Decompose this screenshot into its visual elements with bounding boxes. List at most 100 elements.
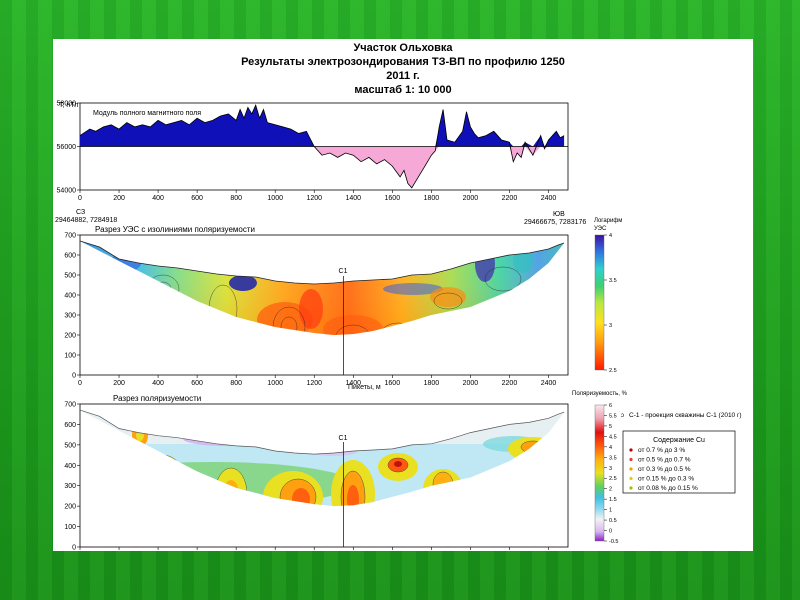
left-direction-label: СЗ [76, 209, 85, 216]
magnetic-y-tick-label: 58000 [57, 101, 77, 108]
resistivity-x-tick-label: 1400 [345, 380, 361, 387]
polarizability-colorbar-tick-label: -0.5 [609, 539, 618, 545]
polarizability-colorbar-tick-label: 4 [609, 445, 612, 451]
magnetic-y-tick-label: 54000 [57, 188, 77, 195]
cu-legend-title: Содержание Cu [653, 437, 705, 444]
title-area-name: Участок Ольховка [353, 42, 453, 54]
resistivity-x-tick-label: 0 [78, 380, 82, 387]
cu-legend-item: от 0.08 % до 0.15 % [638, 485, 698, 492]
magnetic-x-tick-label: 200 [113, 195, 125, 202]
resistivity-x-tick-label: 1800 [424, 380, 440, 387]
slide: Участок Ольховка Результаты электрозонди… [53, 39, 753, 551]
polarizability-y-tick-label: 700 [64, 402, 76, 409]
polarizability-colorbar-tick-label: 5 [609, 424, 612, 430]
figure-svg: Т, нТл Модуль полного магнитного поля 54… [55, 101, 742, 552]
resistivity-y-tick-label: 300 [64, 313, 76, 320]
resistivity-x-tick-label: 2400 [541, 380, 557, 387]
polarizability-colorbar-tick-label: 4.5 [609, 434, 617, 440]
polarizability-colorbar-tick-label: 0.5 [609, 518, 617, 524]
cu-legend-marker [629, 448, 633, 452]
polarizability-colorbar-tick-label: 3 [609, 466, 612, 472]
resistivity-y-ticks: 0 100 200 300 400 500 600 700 [64, 233, 80, 380]
polarizability-y-tick-label: 500 [64, 442, 76, 449]
resistivity-x-tick-label: 1200 [306, 380, 322, 387]
magnetic-x-ticks: 0 200 400 600 800 1000 1200 1400 1600 1800 2000 220… [78, 190, 556, 202]
polarizability-colorbar-tick-label: 3.5 [609, 455, 617, 461]
cu-legend-box [622, 430, 736, 494]
resistivity-xlabel: Пикеты, м [348, 384, 381, 391]
polarizability-colorbar-tick-label: 5.5 [609, 413, 617, 419]
resistivity-x-tick-label: 600 [191, 380, 203, 387]
magnetic-x-tick-label: 1800 [424, 195, 440, 202]
right-coordinates: 29466675, 7283176 [524, 219, 586, 226]
polarizability-colorbar-tick-label: 6 [609, 403, 612, 409]
resistivity-colorbar-tick-label: 4 [609, 233, 612, 239]
polarizability-colorbar-tick-label: 0 [609, 529, 612, 535]
resistivity-borehole-label: С1 [339, 268, 348, 275]
resistivity-x-ticks: 0 200 400 600 800 1000 1200 1400 1600 1800 2000 220… [78, 375, 556, 387]
magnetic-positive-area [80, 105, 565, 147]
polarizability-title: Разрез поляризуемости [113, 394, 201, 403]
resistivity-y-tick-label: 700 [64, 233, 76, 240]
resistivity-x-tick-label: 400 [152, 380, 164, 387]
magnetic-x-tick-label: 400 [152, 195, 164, 202]
resistivity-x-tick-label: 1600 [385, 380, 401, 387]
resistivity-x-tick-label: 800 [230, 380, 242, 387]
polarizability-y-tick-label: 600 [64, 422, 76, 429]
magnetic-y-ticks: 54000 56000 58000 [57, 101, 80, 195]
polarizability-colorbar-tick-label: 2 [609, 487, 612, 493]
polarizability-y-tick-label: 200 [64, 504, 76, 511]
resistivity-y-tick-label: 100 [64, 353, 76, 360]
left-coordinates: 29464882, 7284918 [55, 217, 117, 224]
magnetic-x-tick-label: 1400 [345, 195, 361, 202]
cu-legend-item: от 0.7 % до 3 % [638, 447, 685, 454]
magnetic-x-tick-label: 1200 [306, 195, 322, 202]
title-year: 2011 г. [386, 70, 420, 82]
polarizability-x-ticks: 0200400600800100012001400160018002000220… [79, 547, 549, 550]
resistivity-x-tick-label: 200 [113, 380, 125, 387]
resistivity-colorbar-tick-label: 2.5 [609, 368, 617, 374]
polarizability-colorbar-tick-label: 2.5 [609, 476, 617, 482]
resistivity-panel: СЗ 29464882, 7284918 ЮВ 29466675, 728317… [55, 209, 622, 391]
cu-legend-item: от 0.15 % до 0.3 % [638, 476, 694, 483]
cu-legend-item: от 0.5 % до 0.7 % [638, 457, 691, 464]
borehole-note-marker: ↄ [621, 413, 624, 419]
magnetic-x-tick-label: 2000 [463, 195, 479, 202]
resistivity-colorbar-title-1: Логарифм [594, 218, 622, 224]
magnetic-title: Модуль полного магнитного поля [93, 110, 201, 117]
resistivity-surface-line [79, 240, 565, 285]
title-block: Участок Ольховка Результаты электрозонди… [53, 41, 753, 97]
magnetic-x-tick-label: 1600 [385, 195, 401, 202]
polarizability-colorbar-tick-label: 1 [609, 508, 612, 514]
resistivity-x-tick-label: 1000 [267, 380, 283, 387]
resistivity-colorbar [594, 234, 605, 371]
magnetic-x-tick-label: 0 [78, 195, 82, 202]
cu-legend-marker [629, 457, 633, 462]
polarizability-borehole-label: С1 [339, 435, 348, 442]
resistivity-colorbar-title-2: УЭС [594, 226, 607, 232]
resistivity-colorbar-tick-label: 3 [609, 323, 612, 329]
magnetic-x-tick-label: 2200 [502, 195, 518, 202]
title-survey: Результаты электрозондирования ТЗ-ВП по … [241, 56, 565, 68]
resistivity-x-tick-label: 2200 [502, 380, 518, 387]
polarizability-colorbar-title: Поляризуемость, % [572, 391, 628, 397]
resistivity-title: Разрез УЭС с изолиниями поляризуемости [95, 225, 255, 234]
polarizability-y-tick-label: 0 [72, 545, 76, 552]
cu-legend-items: от 0.7 % до 3 % от 0.5 % до 0.7 % от 0.3 %… [629, 447, 698, 492]
magnetic-ylabel: Т, нТл [59, 102, 78, 109]
resistivity-y-tick-label: 400 [64, 293, 76, 300]
magnetic-panel: Т, нТл Модуль полного магнитного поля 54… [57, 101, 569, 202]
polarizability-y-tick-label: 100 [64, 524, 76, 531]
borehole-note: С-1 - проекция скважины С-1 (2010 г) [629, 412, 742, 419]
polarizability-y-tick-label: 300 [64, 483, 76, 490]
resistivity-colorbar-ticks: 4 3.5 3 2.5 [604, 233, 617, 374]
right-direction-label: ЮВ [553, 211, 565, 218]
polarizability-y-tick-label: 400 [64, 463, 76, 470]
magnetic-x-tick-label: 2400 [541, 195, 557, 202]
polarizability-colorbar-tick-label: 1.5 [609, 497, 617, 503]
resistivity-y-tick-label: 600 [64, 253, 76, 260]
magnetic-y-tick-label: 56000 [57, 144, 77, 151]
polarizability-colorbar-ticks: 6 5.5 5 4.5 4 3.5 3 2.5 2 1.5 1 0.5 0 -0.5 [604, 403, 618, 545]
title-scale: масштаб 1: 10 000 [354, 84, 452, 96]
polarizability-y-ticks: 0 100 200 300 400 500 600 700 [64, 402, 80, 552]
